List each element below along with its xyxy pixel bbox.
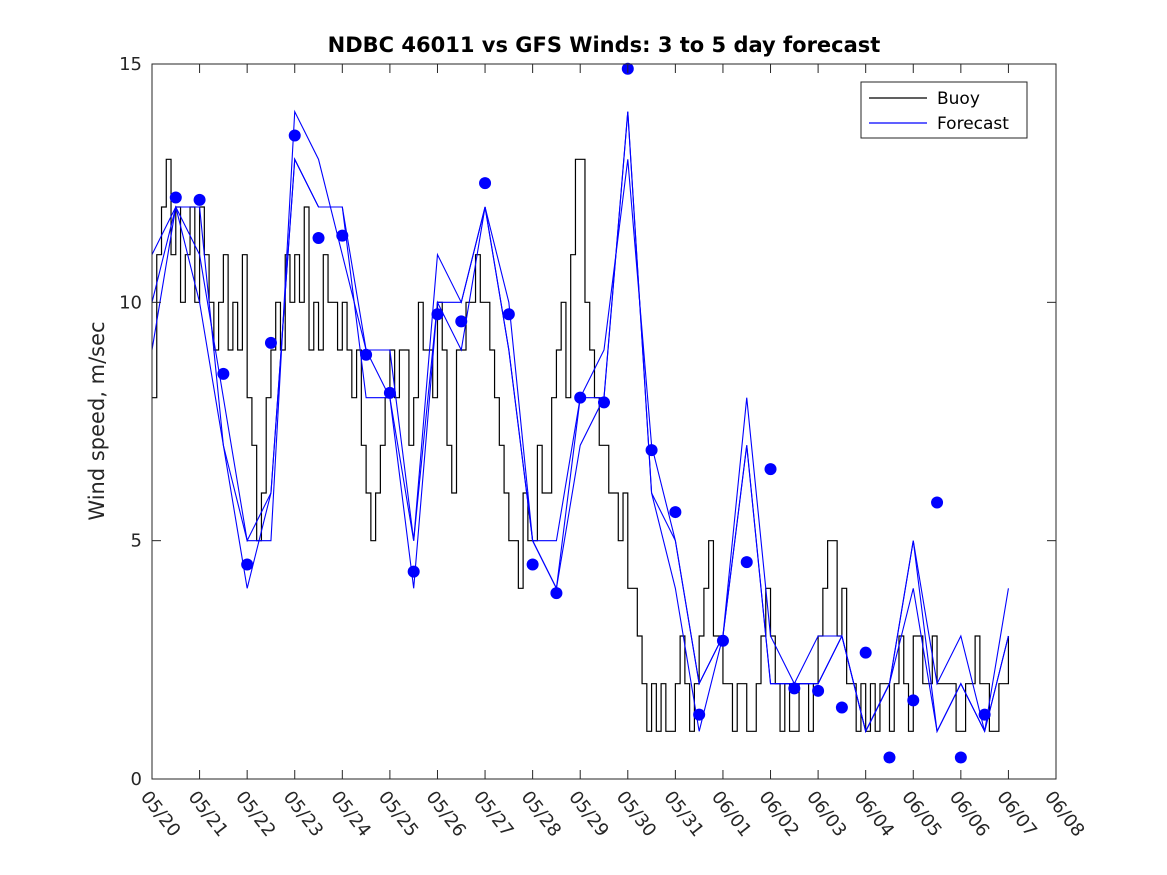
forecast-point [360,348,373,361]
forecast-point [241,558,254,571]
forecast-point [502,308,515,321]
forecast-point [788,682,801,695]
x-tick-label: 06/05 [897,787,945,841]
chart-title: NDBC 46011 vs GFS Winds: 3 to 5 day fore… [328,33,881,57]
forecast-point [907,694,920,707]
forecast-point [716,634,729,647]
forecast-point [978,708,991,721]
forecast-point [264,336,277,349]
x-tick-label: 05/21 [184,787,232,841]
forecast-run-3 [151,111,1009,734]
y-tick-label: 15 [119,54,142,75]
x-tick-label: 06/02 [755,787,803,841]
x-tick-label: 05/26 [422,787,470,841]
forecast-points [169,62,991,764]
forecast-point [645,444,658,457]
forecast-point [550,587,563,600]
forecast-point [336,229,349,242]
x-tick-label: 05/24 [326,787,374,841]
legend: Buoy Forecast [860,81,1028,139]
forecast-point [383,386,396,399]
forecast-point [217,367,230,380]
forecast-point [812,684,825,697]
x-tick-label: 05/28 [517,787,565,841]
forecast-point [312,231,325,244]
x-tick-label: 05/20 [136,787,184,841]
x-tick-label: 05/29 [564,787,612,841]
forecast-point [169,191,182,204]
forecast-point [835,701,848,714]
plot-area [152,64,1056,779]
x-tick-label: 05/27 [469,787,517,841]
x-tick-label: 05/30 [612,787,660,841]
x-tick-label: 06/04 [850,787,898,841]
forecast-point [954,751,967,764]
forecast-point [669,506,682,519]
forecast-point [407,565,420,578]
legend-label-buoy: Buoy [937,89,980,109]
y-tick-label: 0 [131,769,142,790]
x-tick-label: 06/03 [802,787,850,841]
x-tick-label: 05/31 [659,787,707,841]
forecast-point [574,391,587,404]
forecast-point [740,556,753,569]
forecast-point [431,308,444,321]
x-tick-label: 06/07 [992,787,1040,841]
forecast-point [455,315,468,328]
x-tick-label: 05/25 [374,787,422,841]
y-tick-label: 10 [119,292,142,313]
forecast-point [859,646,872,659]
forecast-point [931,496,944,509]
forecast-point [479,177,492,190]
x-tick-label: 05/22 [231,787,279,841]
x-tick-label: 05/23 [279,787,327,841]
forecast-point [526,558,539,571]
forecast-point [764,463,777,476]
legend-label-forecast: Forecast [937,114,1009,134]
y-axis-label: Wind speed, m/sec [85,321,109,520]
plot-frame [151,63,1057,780]
x-tick-label: 06/08 [1040,787,1088,841]
forecast-point [193,193,206,206]
y-tick-label: 5 [131,531,142,552]
x-tick-label: 06/01 [707,787,755,841]
forecast-point [693,708,706,721]
forecast-point [598,396,610,409]
forecast-point [883,751,896,764]
x-tick-label: 06/06 [945,787,993,841]
forecast-point [288,129,301,142]
legend-box [860,81,1028,139]
